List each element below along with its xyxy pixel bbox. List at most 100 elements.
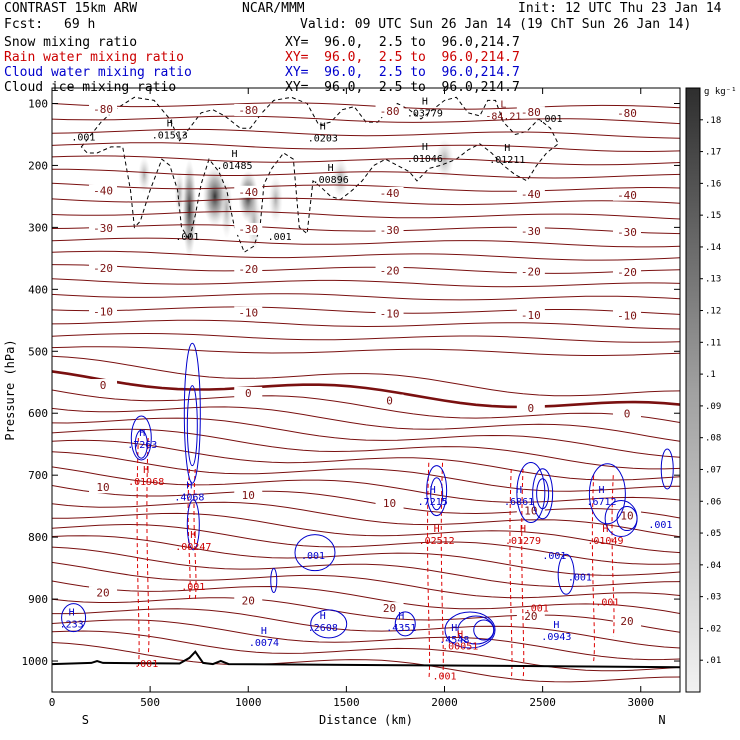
snow-shading-3 — [220, 178, 233, 239]
cloud-water-contour-16 — [660, 448, 674, 490]
extremum-value: .00051 — [442, 641, 478, 652]
field-name-snow: Snow mixing ratio — [4, 35, 138, 50]
temperature-label-bg — [375, 394, 404, 407]
extremum-marker: H — [457, 629, 463, 640]
temperature-label-bg — [234, 222, 263, 235]
temperature-label: 0 — [624, 407, 631, 420]
temperature-label: -10 — [380, 308, 400, 321]
temperature-contour-24 — [52, 428, 680, 470]
temperature-contour-20 — [52, 370, 680, 409]
temperature-contour-35 — [52, 580, 680, 614]
extremum-marker: H — [520, 524, 526, 535]
temperature-label-bg — [516, 504, 545, 517]
colorbar-label: .07 — [705, 465, 721, 475]
x-tick-label: 2500 — [529, 696, 556, 709]
temperature-contour-10 — [52, 237, 680, 248]
temperature-label-bg — [234, 185, 263, 198]
temperature-contour-31 — [52, 523, 680, 565]
field-name-cloudwater: Cloud water mixing ratio — [4, 65, 192, 80]
temperature-label-bg — [613, 188, 642, 201]
temperature-label-bg — [613, 106, 642, 119]
temperature-contour-22 — [52, 406, 680, 442]
cloud-water-contour-20 — [61, 603, 87, 633]
cloud-water-contour-0 — [130, 415, 152, 461]
x-tick-label: 2000 — [431, 696, 458, 709]
temperature-label-bg — [613, 225, 642, 238]
extremum-marker: H — [598, 485, 604, 496]
colorbar-label: .14 — [705, 243, 721, 253]
cloud-water-contour-8 — [532, 468, 554, 520]
contour-value-label: .001 — [175, 232, 199, 243]
cloud-water-contour-4 — [186, 499, 200, 551]
temperature-contour-37 — [52, 608, 680, 649]
cloud-water-contour-17 — [444, 611, 496, 649]
temperature-label: -40 — [521, 188, 541, 201]
extremum-value: .6712 — [586, 497, 616, 508]
contour-value-label: .001 — [538, 114, 562, 125]
snow-shading-9 — [268, 175, 283, 224]
extremum-value: .01279 — [505, 536, 541, 547]
extremum-marker: H — [434, 524, 440, 535]
temperature-contour-17 — [52, 332, 680, 343]
temperature-label-bg — [234, 306, 263, 319]
contour-value-label: .001 — [648, 520, 672, 531]
cloud-water-contour-14 — [270, 567, 278, 593]
temperature-label-bg — [516, 402, 545, 415]
temperature-label: 10 — [96, 481, 109, 494]
rain-contour-6 — [509, 468, 513, 680]
colorbar-label: .02 — [705, 624, 721, 634]
cloud-water-contour-7 — [516, 462, 546, 524]
extremum-value: .03779 — [407, 109, 443, 120]
cloud-water-contour-6 — [430, 477, 444, 511]
rain-contour-8 — [591, 475, 595, 662]
colorbar-label: .09 — [705, 402, 721, 412]
temperature-label-bg — [375, 186, 404, 199]
cloud-water-contour-3 — [186, 385, 198, 467]
temperature-contour-25 — [52, 439, 680, 481]
rain-contour-1 — [146, 437, 150, 655]
y-tick-label: 600 — [28, 407, 48, 420]
temperature-contour-28 — [52, 485, 680, 519]
temperature-label: -40 — [617, 189, 637, 202]
temperature-label-bg — [89, 586, 118, 599]
temperature-contour-3 — [52, 142, 680, 153]
temperature-label-bg — [375, 496, 404, 509]
temperature-label-bg — [89, 379, 118, 392]
temperature-label-bg — [375, 602, 404, 615]
temperature-label-bg — [613, 309, 642, 322]
extremum-marker: H — [602, 524, 608, 535]
cloud-water-contour-5 — [426, 465, 448, 517]
y-tick-label: 200 — [28, 159, 48, 172]
cloud-water-contour-12 — [616, 506, 638, 532]
y-tick-label: 300 — [28, 221, 48, 234]
extremum-marker: H — [139, 428, 145, 439]
temperature-contour-0 — [52, 102, 680, 110]
temperature-label: 20 — [620, 615, 633, 628]
temperature-contour-14 — [52, 293, 680, 301]
temperature-label: -10 — [238, 307, 258, 320]
y-tick-label: 800 — [28, 531, 48, 544]
chart-source: NCAR/MMM — [242, 1, 305, 16]
extremum-marker: H — [231, 149, 237, 160]
cloud-water-contour-9 — [536, 478, 550, 510]
x-axis-label: Distance (km) — [319, 713, 413, 727]
init-time: Init: 12 UTC Thu 23 Jan 14 — [518, 1, 722, 16]
temperature-contour-4 — [52, 155, 680, 166]
colorbar — [685, 87, 701, 693]
colorbar-label: .13 — [705, 275, 721, 285]
colorbar-label: .01 — [705, 656, 721, 666]
temperature-label-bg — [89, 305, 118, 318]
temperature-label-bg — [375, 264, 404, 277]
temperature-label: -80 — [93, 103, 113, 116]
temperature-contour-9 — [52, 224, 680, 235]
snow-shading-7 — [332, 157, 349, 198]
temperature-label: 10 — [620, 510, 633, 523]
temperature-label: 20 — [383, 602, 396, 615]
temperature-label-bg — [516, 265, 545, 278]
temperature-label: -30 — [238, 223, 258, 236]
temperature-label: -80 — [380, 105, 400, 118]
y-tick-label: 100 — [28, 97, 48, 110]
extremum-value: .00247 — [175, 542, 211, 553]
temperature-label-bg — [89, 262, 118, 275]
